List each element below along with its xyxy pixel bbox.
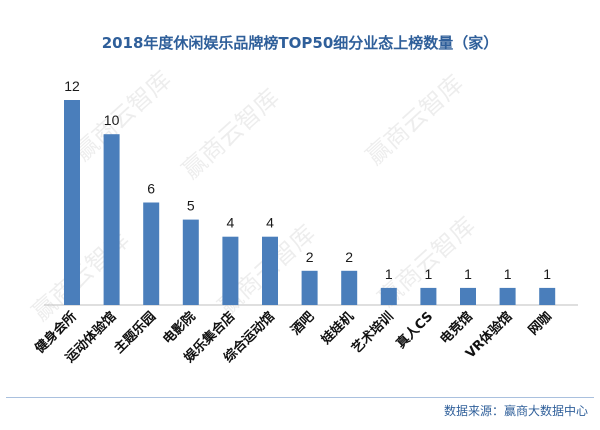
bar <box>539 287 556 305</box>
watermark: 赢商云智库 <box>69 66 177 167</box>
category-label: 网咖 <box>525 309 555 339</box>
category-label: 酒吧 <box>288 309 317 338</box>
value-label: 10 <box>104 112 120 128</box>
value-labels: 12 10 6 5 4 4 2 2 1 1 1 1 1 <box>64 78 551 282</box>
bar <box>64 100 80 305</box>
value-label: 4 <box>227 215 235 231</box>
value-label: 5 <box>187 198 195 214</box>
bar <box>301 270 318 305</box>
category-label: 电竞馆 <box>437 309 476 348</box>
value-label: 2 <box>306 249 314 265</box>
bar <box>499 287 516 305</box>
bar <box>341 270 358 305</box>
category-label: 主题乐园 <box>111 309 159 357</box>
watermark-layer: 赢商云智库赢商云智库赢商云智库赢商云智库赢商云智库赢商云智库 <box>27 66 481 327</box>
footer-divider <box>6 397 594 398</box>
chart-title: 2018年度休闲娱乐品牌榜TOP50细分业态上榜数量（家） <box>101 34 499 52</box>
value-label: 1 <box>504 266 512 282</box>
bar <box>103 134 120 305</box>
value-label: 1 <box>385 266 393 282</box>
value-label: 1 <box>425 266 433 282</box>
value-label: 12 <box>64 78 80 94</box>
bar <box>262 236 278 305</box>
bar <box>460 287 476 305</box>
bar <box>420 287 437 305</box>
bar <box>143 202 160 305</box>
watermark: 赢商云智库 <box>177 84 285 185</box>
value-label: 4 <box>266 215 274 231</box>
category-label: 电影院 <box>160 309 199 348</box>
value-label: 6 <box>147 181 155 197</box>
category-label: 真人CS <box>393 309 436 352</box>
watermark: 赢商云智库 <box>361 70 469 171</box>
bar <box>182 219 199 305</box>
bar-series <box>64 100 556 305</box>
source-note: 数据来源：赢商大数据中心 <box>443 404 588 418</box>
bar <box>222 236 239 305</box>
value-label: 1 <box>543 266 551 282</box>
category-label: 艺术培训 <box>349 309 397 357</box>
value-label: 2 <box>345 249 353 265</box>
category-label: 娃娃机 <box>317 309 357 349</box>
bar <box>380 287 397 305</box>
value-label: 1 <box>464 266 472 282</box>
